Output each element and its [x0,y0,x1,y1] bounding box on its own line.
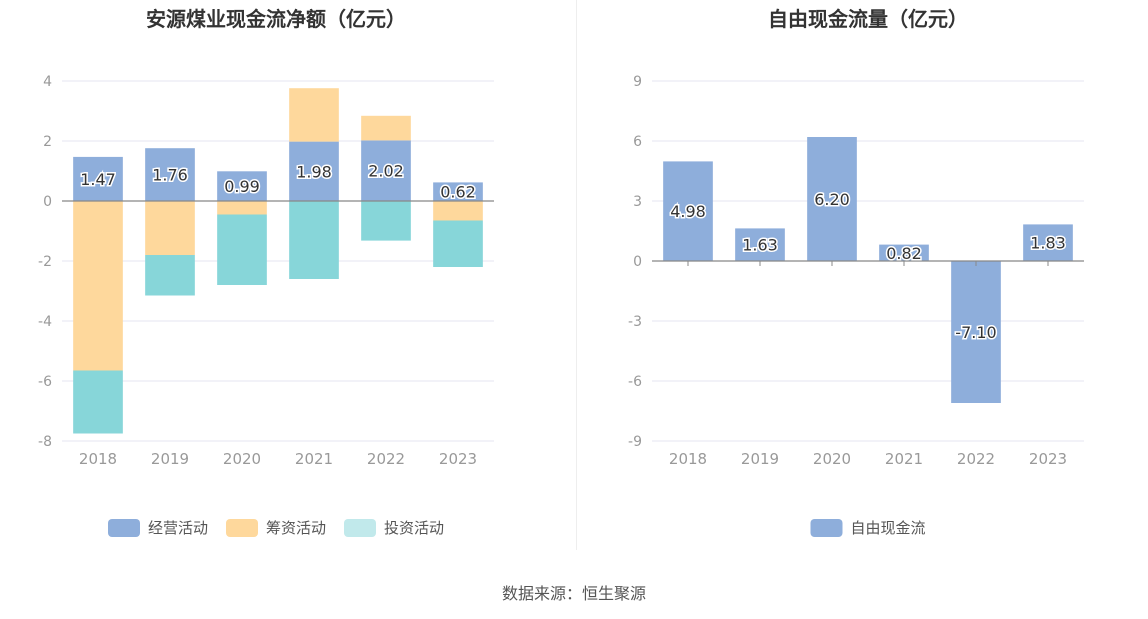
bar-投资活动 [145,255,195,296]
x-tick-label: 2022 [367,450,405,468]
data-label: 0.99 [224,177,260,196]
x-tick-label: 2023 [439,450,477,468]
y-tick-label: -6 [38,374,52,390]
bar-自由现金流 [735,228,785,261]
bar-筹资活动 [361,115,411,141]
data-label: 6.20 [814,190,850,209]
data-label: 4.98 [670,202,706,221]
data-label: 2.02 [368,162,404,181]
bar-投资活动 [433,220,483,267]
data-source-note: 数据来源：恒生聚源 [501,584,646,603]
chart-title: 安源煤业现金流净额（亿元） [146,7,406,31]
cash-flow-net-chart: 安源煤业现金流净额（亿元） 4 2 0 -2 -4 -6 -8 1.47 1.76 0.99 1.98… [0,0,576,560]
bar-经营活动 [289,141,339,201]
data-label: 0.82 [886,244,922,263]
bar-自由现金流 [663,161,713,261]
legend-swatch [344,519,376,537]
y-tick-label: -2 [38,254,52,270]
y-tick-label: 4 [43,74,52,90]
cash-flow-net-chart-svg: 安源煤业现金流净额（亿元） 4 2 0 -2 -4 -6 -8 1.47 1.76 0.99 1.98… [38,7,494,537]
bar-经营活动 [217,171,267,201]
x-tick-label: 2021 [295,450,333,468]
data-label: 1.76 [152,166,188,185]
y-tick-label: -3 [628,314,642,330]
bar-筹资活动 [289,88,339,142]
x-tick-label: 2020 [813,450,851,468]
x-tick-label: 2021 [885,450,923,468]
y-tick-label: -9 [628,434,642,450]
x-tick-label: 2022 [957,450,995,468]
data-label: -7.10 [955,323,996,342]
panel-divider [576,0,577,550]
bar-投资活动 [289,201,339,279]
legend-label: 筹资活动 [266,519,326,537]
y-tick-label: -4 [38,314,52,330]
bar-筹资活动 [433,201,483,221]
y-tick-label: 9 [633,74,642,90]
legend-label: 投资活动 [384,519,444,537]
x-tick-label: 2020 [223,450,261,468]
bar-经营活动 [361,140,411,201]
legend-label: 自由现金流 [851,519,926,537]
x-tick-label: 2019 [741,450,779,468]
data-label: 1.47 [80,170,116,189]
bar-投资活动 [361,201,411,241]
legend-label: 经营活动 [148,519,208,537]
y-tick-label: 3 [633,194,642,210]
x-tick-label: 2018 [669,450,707,468]
bar-经营活动 [145,148,195,201]
bar-经营活动 [73,156,123,201]
x-tick-label: 2023 [1029,450,1067,468]
y-tick-label: 6 [633,134,642,150]
x-tick-label: 2019 [151,450,189,468]
bar-自由现金流 [807,137,857,261]
y-tick-label: 0 [43,194,52,210]
y-tick-label: -6 [628,374,642,390]
bar-筹资活动 [217,201,267,215]
bar-筹资活动 [145,201,195,255]
free-cash-flow-chart: 自由现金流量（亿元） 9 6 3 0 -3 -6 -9 4.98 1.63 6.20 0.82 -7.1… [577,0,1148,560]
y-tick-label: 0 [633,254,642,270]
legend-swatch [226,519,258,537]
free-cash-flow-chart-svg: 自由现金流量（亿元） 9 6 3 0 -3 -6 -9 4.98 1.63 6.20 0.82 -7.1… [628,7,1084,537]
bar-自由现金流 [1023,224,1073,261]
y-tick-label: 2 [43,134,52,150]
bar-筹资活动 [73,201,123,371]
bar-经营活动 [433,182,483,201]
bar-投资活动 [217,214,267,285]
y-tick-label: -8 [38,434,52,450]
data-label: 1.63 [742,236,778,255]
data-label: 0.62 [440,183,476,202]
x-tick-label: 2018 [79,450,117,468]
data-label: 1.83 [1030,234,1066,253]
legend-swatch [108,519,140,537]
bar-自由现金流 [879,244,929,261]
bar-自由现金流 [951,261,1001,403]
bar-投资活动 [73,370,123,434]
legend-swatch [810,519,843,537]
data-label: 1.98 [296,162,332,181]
chart-title: 自由现金流量（亿元） [768,7,968,31]
